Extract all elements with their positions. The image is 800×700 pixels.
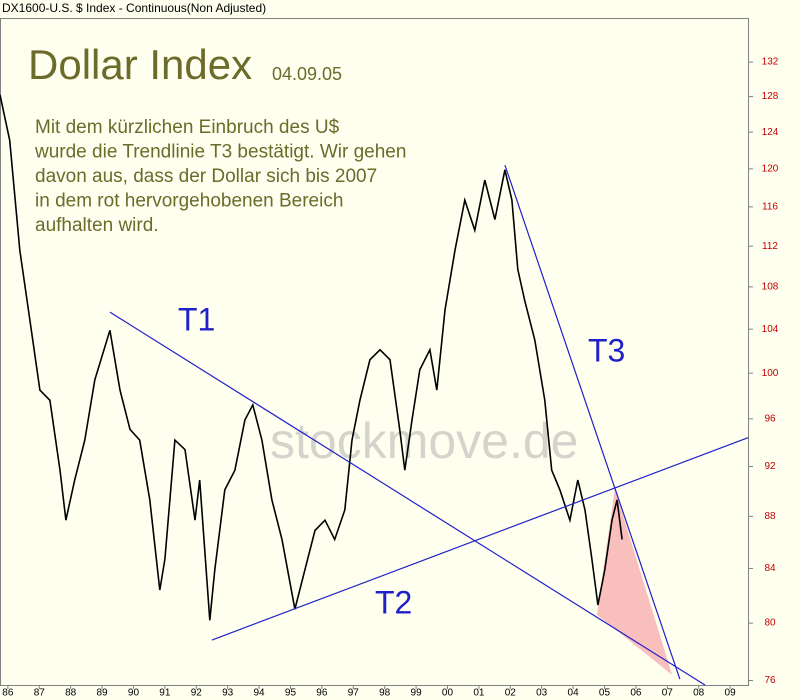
y-tick-label: 112 xyxy=(762,241,778,252)
x-tick-label: 03 xyxy=(536,688,548,699)
x-tick-label: 00 xyxy=(442,688,454,699)
x-tick-label: 07 xyxy=(662,688,674,699)
x-tick-label: 87 xyxy=(34,688,46,699)
y-tick-label: 104 xyxy=(762,324,779,335)
x-tick-label: 93 xyxy=(222,688,234,699)
x-tick-label: 02 xyxy=(505,688,517,699)
trendline xyxy=(211,437,749,641)
trendline xyxy=(504,164,681,680)
x-tick-label: 86 xyxy=(2,688,14,699)
price-line xyxy=(0,94,623,621)
x-tick-label: 08 xyxy=(693,688,705,699)
y-tick-label: 116 xyxy=(762,201,778,212)
header-bar xyxy=(0,0,800,18)
trendline xyxy=(109,311,706,686)
x-tick-label: 88 xyxy=(65,688,77,699)
annotation-line: wurde die Trendlinie T3 bestätigt. Wir g… xyxy=(34,142,406,163)
x-tick-label: 98 xyxy=(379,688,391,699)
x-tick-label: 95 xyxy=(285,688,297,699)
x-tick-label: 97 xyxy=(348,688,360,699)
y-tick-label: 88 xyxy=(764,511,776,522)
trendline-label: T1 xyxy=(178,301,215,337)
y-tick-label: 124 xyxy=(762,127,779,138)
x-tick-label: 91 xyxy=(159,688,171,699)
y-tick-label: 120 xyxy=(762,164,779,175)
x-tick-label: 89 xyxy=(96,688,108,699)
chart-date: 04.09.05 xyxy=(272,64,342,84)
header: DX1600-U.S. $ Index - Continuous(Non Adj… xyxy=(2,1,266,15)
y-tick-label: 96 xyxy=(764,413,776,424)
x-tick-label: 99 xyxy=(411,688,423,699)
y-tick-label: 108 xyxy=(762,282,779,293)
y-tick-label: 92 xyxy=(764,461,776,472)
x-tick-label: 09 xyxy=(725,688,737,699)
y-tick-label: 84 xyxy=(764,563,776,574)
annotation-line: in dem rot hervorgehobenen Bereich xyxy=(35,191,343,212)
annotation-line: aufhalten wird. xyxy=(35,215,159,236)
watermark: stockmove.de xyxy=(270,413,578,469)
annotation-line: davon aus, dass der Dollar sich bis 2007 xyxy=(35,166,377,187)
trendline-label: T2 xyxy=(375,584,412,620)
annotation-line: Mit dem kürzlichen Einbruch des U$ xyxy=(35,117,340,138)
x-tick-label: 96 xyxy=(316,688,328,699)
x-tick-label: 05 xyxy=(599,688,611,699)
trendline-label: T3 xyxy=(588,332,625,368)
x-tick-label: 06 xyxy=(630,688,642,699)
y-tick-label: 128 xyxy=(762,91,779,102)
x-tick-label: 04 xyxy=(568,688,580,699)
y-tick-label: 100 xyxy=(762,368,779,379)
x-tick-label: 90 xyxy=(128,688,140,699)
y-tick-label: 76 xyxy=(764,675,776,686)
y-tick-label: 80 xyxy=(764,618,776,629)
highlight-region xyxy=(596,488,673,675)
y-tick-label: 132 xyxy=(762,57,779,68)
x-tick-label: 01 xyxy=(473,688,485,699)
chart-title: Dollar Index xyxy=(28,41,252,88)
x-tick-label: 94 xyxy=(254,688,266,699)
x-tick-label: 92 xyxy=(191,688,203,699)
